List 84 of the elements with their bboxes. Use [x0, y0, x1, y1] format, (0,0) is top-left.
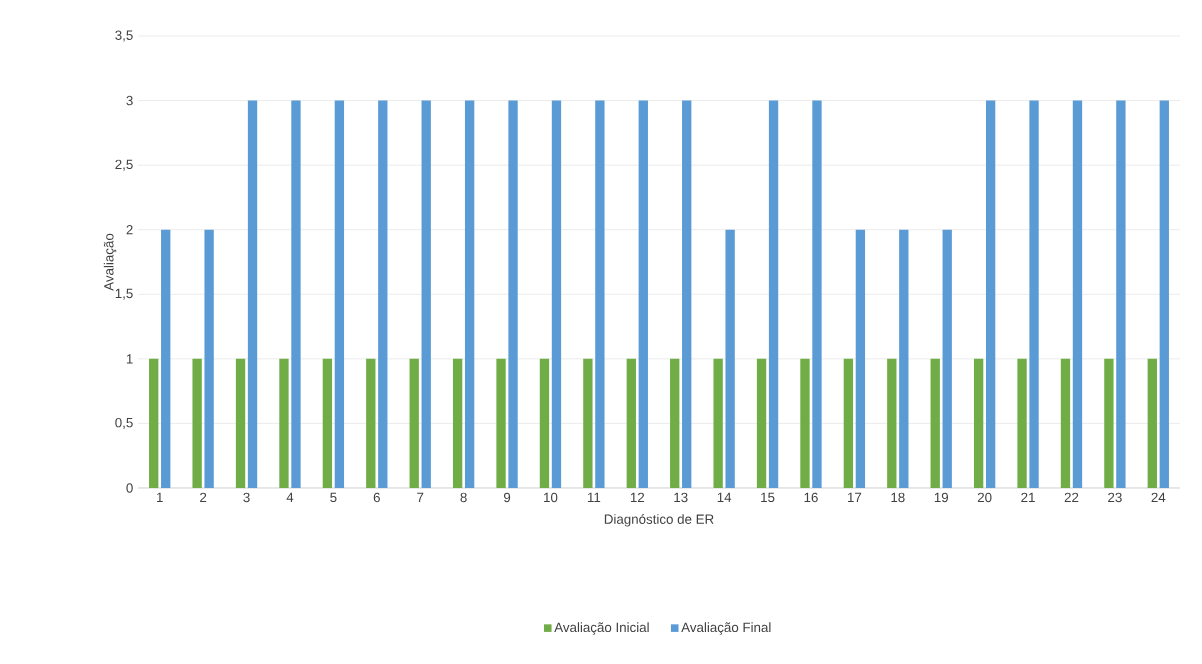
bar [1104, 358, 1114, 488]
x-tick-label: 22 [1064, 492, 1079, 503]
y-tick-label: 2,5 [115, 159, 133, 171]
legend-label: Avaliação Final [681, 622, 771, 635]
y-tick-label: 0 [126, 483, 133, 493]
y-tick-label: 3 [126, 95, 133, 106]
bar [812, 100, 822, 488]
bar [725, 229, 735, 488]
bar [843, 358, 854, 488]
x-tick-label: 11 [587, 492, 601, 502]
bar [539, 358, 550, 488]
x-tick-label: 17 [847, 492, 862, 502]
bar [204, 229, 214, 488]
bar [855, 229, 866, 488]
x-tick-label: 7 [417, 492, 424, 502]
bar [409, 358, 419, 488]
x-tick-label: 4 [286, 492, 294, 502]
x-tick-label: 6 [373, 492, 380, 503]
bar [800, 358, 810, 488]
bar [942, 229, 952, 488]
x-tick-label: 15 [761, 492, 775, 503]
x-tick-label: 18 [891, 492, 905, 503]
x-tick-label: 10 [544, 492, 558, 503]
bar [595, 100, 605, 488]
x-tick-label: 1 [157, 492, 163, 502]
x-tick-label: 16 [804, 492, 818, 503]
y-tick-label: 0,5 [115, 417, 133, 429]
bar [930, 358, 940, 488]
bar [421, 100, 431, 488]
bar [1159, 100, 1169, 488]
x-tick-label: 2 [200, 492, 207, 503]
bar [682, 100, 692, 488]
bar [496, 358, 506, 488]
bar [638, 100, 648, 488]
bar [464, 100, 475, 488]
bar [670, 358, 680, 488]
x-tick-label: 21 [1021, 492, 1035, 503]
bar [985, 100, 996, 488]
bar [756, 358, 767, 488]
bar [1072, 100, 1083, 488]
bar [279, 358, 289, 488]
bar [334, 100, 345, 488]
y-tick-label: 3,5 [115, 30, 133, 42]
bar [366, 358, 376, 488]
x-tick-label: 24 [1151, 492, 1166, 503]
bar [973, 358, 984, 488]
bar [247, 100, 258, 488]
x-tick-label: 3 [243, 492, 250, 503]
x-tick-label: 19 [934, 492, 949, 503]
bar [508, 100, 518, 488]
bar [1017, 358, 1027, 488]
x-tick-label: 20 [977, 492, 992, 503]
bar [378, 100, 388, 488]
x-tick-label: 23 [1108, 492, 1122, 503]
x-tick-label: 8 [460, 492, 467, 503]
bar [235, 358, 246, 488]
x-tick-label: 9 [503, 492, 511, 503]
y-tick-label: 2 [126, 225, 133, 235]
bar [768, 100, 779, 488]
x-tick-label: 13 [674, 492, 688, 503]
bar [149, 358, 159, 488]
bar [1060, 358, 1071, 488]
bar [322, 358, 333, 488]
x-tick-label: 5 [330, 492, 337, 503]
y-tick-label: 1,5 [115, 288, 133, 300]
bar [161, 229, 171, 488]
x-tick-label: 14 [717, 492, 732, 502]
bar [551, 100, 562, 488]
bar [583, 358, 593, 488]
legend-label: Avaliação Inicial [554, 622, 649, 635]
bar [1147, 358, 1157, 488]
bar [713, 358, 723, 488]
bar [887, 358, 897, 488]
bar [1116, 100, 1126, 488]
x-axis-title: Diagnóstico de ER [604, 513, 714, 527]
bar [452, 358, 463, 488]
bar [291, 100, 301, 488]
bar [1029, 100, 1039, 488]
y-axis-title: Avaliação [103, 233, 117, 291]
bar [192, 358, 202, 488]
x-tick-label: 12 [630, 492, 645, 503]
bar [626, 358, 636, 488]
y-tick-label: 1 [126, 354, 133, 364]
bar [899, 229, 909, 488]
